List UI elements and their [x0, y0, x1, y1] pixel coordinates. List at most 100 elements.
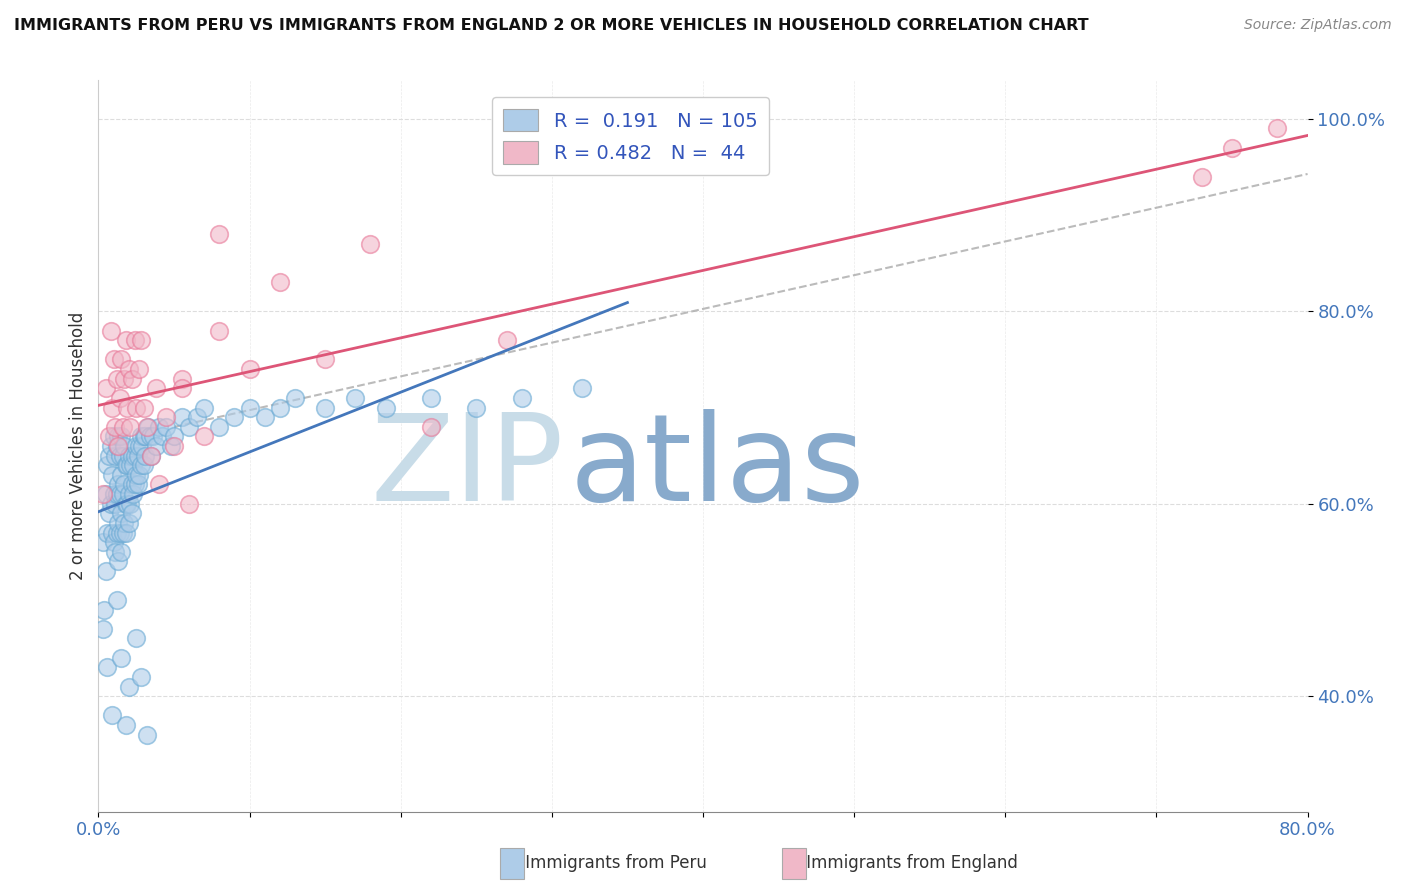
Point [98, 449, 121, 463]
Text: Source: ZipAtlas.com: Source: ZipAtlas.com [1244, 18, 1392, 32]
Point [103, 535, 125, 549]
Point [374, 401, 396, 415]
Point [510, 391, 533, 405]
Point [129, 333, 152, 347]
Point [121, 449, 143, 463]
Point [145, 439, 167, 453]
Point [91, 487, 114, 501]
Point [160, 439, 183, 453]
Point [103, 352, 125, 367]
Point [1220, 141, 1243, 155]
Point [465, 401, 488, 415]
Point [107, 516, 129, 530]
Text: Immigrants from Peru: Immigrants from Peru [520, 855, 707, 872]
Point [420, 391, 443, 405]
Point [100, 439, 122, 453]
Point [1191, 169, 1213, 184]
Point [131, 439, 153, 453]
Point [360, 236, 382, 251]
Point [101, 525, 124, 540]
Point [208, 227, 231, 242]
Point [124, 333, 146, 347]
Point [120, 458, 142, 473]
Point [114, 497, 136, 511]
Point [115, 497, 138, 511]
Point [96, 525, 118, 540]
Point [118, 449, 141, 463]
Point [135, 728, 157, 742]
Point [239, 362, 262, 376]
Point [122, 487, 145, 501]
Point [110, 467, 132, 482]
Point [112, 477, 135, 491]
Point [136, 419, 159, 434]
Point [208, 419, 231, 434]
Point [108, 391, 131, 405]
Point [110, 352, 132, 367]
Point [121, 507, 143, 521]
Point [114, 525, 136, 540]
Point [105, 439, 128, 453]
Point [284, 391, 307, 405]
Point [124, 477, 146, 491]
Point [111, 525, 134, 540]
Point [110, 650, 132, 665]
Point [104, 449, 127, 463]
Point [115, 458, 138, 473]
Point [134, 449, 156, 463]
Point [108, 487, 131, 501]
Point [104, 419, 127, 434]
Point [94, 487, 117, 501]
Point [150, 429, 173, 443]
Point [208, 324, 231, 338]
Legend: R =  0.191   N = 105, R = 0.482   N =  44: R = 0.191 N = 105, R = 0.482 N = 44 [492, 97, 769, 176]
Point [253, 410, 276, 425]
Point [139, 429, 162, 443]
Point [128, 467, 150, 482]
Text: ZIP: ZIP [371, 409, 564, 526]
Point [105, 487, 128, 501]
Text: IMMIGRANTS FROM PERU VS IMMIGRANTS FROM ENGLAND 2 OR MORE VEHICLES IN HOUSEHOLD : IMMIGRANTS FROM PERU VS IMMIGRANTS FROM … [14, 18, 1088, 33]
Y-axis label: 2 or more Vehicles in Household: 2 or more Vehicles in Household [69, 312, 87, 580]
Point [129, 670, 152, 684]
Point [100, 324, 122, 338]
Point [120, 419, 142, 434]
Point [163, 429, 186, 443]
Point [128, 362, 150, 376]
Point [125, 401, 148, 415]
Point [170, 410, 193, 425]
Point [103, 429, 125, 443]
Point [193, 401, 215, 415]
Point [134, 429, 156, 443]
Point [118, 680, 141, 694]
Point [145, 381, 167, 395]
Point [1267, 121, 1289, 136]
Point [115, 401, 138, 415]
Point [179, 497, 201, 511]
Point [142, 429, 165, 443]
Point [114, 333, 136, 347]
Point [125, 467, 148, 482]
Point [120, 497, 142, 511]
Point [125, 632, 148, 646]
Point [96, 660, 118, 674]
Point [141, 449, 163, 463]
Point [224, 410, 246, 425]
Point [107, 554, 129, 568]
Point [135, 419, 157, 434]
Point [111, 419, 134, 434]
Point [94, 381, 117, 395]
Point [111, 449, 134, 463]
Point [98, 507, 121, 521]
Point [108, 525, 131, 540]
Point [114, 718, 136, 732]
Point [155, 410, 177, 425]
Point [495, 333, 517, 347]
Point [269, 276, 291, 290]
Point [179, 419, 201, 434]
Point [105, 525, 128, 540]
Point [104, 497, 127, 511]
Point [118, 487, 141, 501]
Point [112, 371, 135, 385]
Point [107, 477, 129, 491]
